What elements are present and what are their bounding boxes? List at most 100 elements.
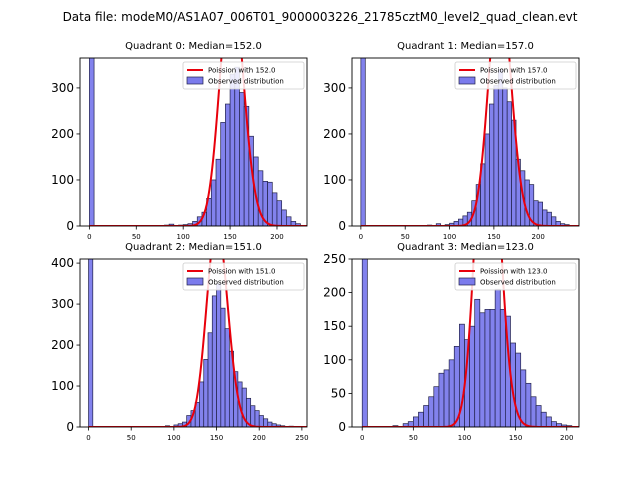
plot-area: [360, 58, 579, 226]
panel-title: Quadrant 0: Median=152.0: [125, 41, 262, 52]
legend: Poission with 152.0 Observed distribution: [182, 61, 305, 90]
histogram-bar: [258, 415, 264, 427]
histogram-bar: [263, 418, 269, 427]
legend-label-observed: Observed distribution: [208, 78, 284, 86]
legend-label-observed: Observed distribution: [208, 279, 284, 287]
histogram-bar: [506, 101, 512, 226]
x-tick-label: 100: [176, 233, 189, 241]
y-tick-label: 100: [323, 353, 346, 367]
plot-area: [88, 259, 307, 427]
histogram-bar: [484, 309, 491, 427]
histogram-bar: [250, 405, 256, 427]
y-tick-label: 0: [66, 219, 74, 233]
x-tick-label: 150: [210, 434, 223, 442]
y-tick-label: 200: [51, 338, 74, 352]
panel-title: Quadrant 2: Median=151.0: [125, 242, 262, 253]
legend: Poission with 157.0 Observed distribution: [454, 61, 577, 90]
y-tick-label: 200: [51, 127, 74, 141]
histogram-bar: [199, 381, 205, 427]
histogram-bar: [360, 58, 366, 226]
histogram-bar: [535, 405, 542, 427]
histogram-bar: [502, 87, 508, 226]
histogram-bar: [224, 328, 230, 427]
histogram-bar: [484, 133, 490, 226]
x-tick-label: 200: [253, 434, 266, 442]
histogram-bar: [267, 181, 273, 226]
y-tick-label: 400: [51, 256, 74, 270]
legend-label-poisson: Poission with 157.0: [480, 67, 548, 75]
histogram-bar: [524, 179, 530, 226]
legend-frame: [454, 61, 577, 90]
legend-label-observed: Observed distribution: [480, 78, 556, 86]
x-tick-label: 200: [270, 233, 283, 241]
y-tick-label: 300: [323, 81, 346, 95]
histogram-bar: [276, 200, 283, 226]
panel-quadrant-0: 0 100 200 300 0 50 100 150 200 Quadrant 0: Median…: [51, 41, 308, 241]
legend: Poission with 151.0 Observed distribution: [182, 262, 305, 291]
panel-quadrant-2: 0 100 200 300 400 0 50 100 150 200 250 Quadrant 2: …: [51, 242, 308, 442]
x-tick-label: 100: [458, 434, 471, 442]
x-tick-label: 0: [86, 434, 90, 442]
axes-frame: [351, 258, 580, 428]
histogram-bar: [203, 359, 209, 427]
axes-frame: [79, 258, 308, 428]
histogram-bar: [418, 411, 424, 427]
panel-quadrant-3: 0 50 100 150 200 250 0 50 100 150 200 Quadrant 3: M…: [323, 242, 580, 442]
histogram-bar: [239, 92, 245, 226]
y-tick-label: 100: [51, 379, 74, 393]
legend-label-poisson: Poission with 151.0: [208, 268, 276, 276]
histogram-bar: [493, 85, 499, 226]
legend-frame: [454, 262, 577, 291]
histogram-bar: [89, 58, 95, 226]
y-tick-label: 300: [51, 81, 74, 95]
x-tick-label: 150: [487, 233, 500, 241]
panel-quadrant-1: 0 100 200 300 0 50 100 150 200 Quadrant 1: Median…: [323, 41, 580, 241]
histogram-bar: [433, 386, 440, 427]
y-tick-label: 100: [323, 173, 346, 187]
histogram-bar: [497, 69, 504, 226]
legend-label-poisson: Poission with 123.0: [480, 268, 548, 276]
histogram-bar: [220, 307, 226, 427]
histogram-bar: [207, 332, 213, 427]
legend: Poission with 123.0 Observed distribution: [454, 262, 577, 291]
poisson-curve: [360, 58, 579, 226]
y-tick-label: 0: [338, 420, 346, 434]
histogram-bar: [537, 201, 543, 226]
x-tick-label: 50: [127, 434, 136, 442]
histogram-bar: [88, 259, 94, 427]
histogram-bar: [254, 410, 260, 427]
histogram-bar: [229, 73, 236, 226]
histogram-bar: [489, 309, 496, 427]
histogram-bar: [525, 382, 532, 427]
histogram-bar: [286, 216, 292, 226]
legend-label-poisson: Poission with 152.0: [208, 67, 276, 75]
legend-bar-swatch: [458, 76, 476, 85]
histogram-bar: [216, 283, 222, 427]
histogram-bar: [215, 158, 222, 226]
legend-bar-swatch: [186, 277, 204, 286]
panel-title: Quadrant 3: Median=123.0: [397, 242, 534, 253]
y-tick-label: 50: [331, 386, 346, 400]
x-tick-label: 100: [167, 434, 180, 442]
poisson-curve: [89, 58, 307, 226]
histogram-bar: [413, 416, 419, 427]
axes-frame: [79, 57, 308, 227]
histogram-bar: [271, 192, 278, 226]
histogram-bar: [542, 209, 548, 226]
histogram-bar: [443, 369, 450, 427]
x-tick-label: 0: [359, 233, 363, 241]
y-tick-label: 0: [66, 420, 74, 434]
x-tick-label: 100: [443, 233, 456, 241]
histogram-bar: [438, 372, 445, 427]
histogram-bar: [361, 259, 368, 427]
legend-frame: [182, 262, 305, 291]
histogram-bar: [494, 288, 501, 427]
y-tick-label: 200: [323, 127, 346, 141]
histogram-bar: [225, 103, 231, 226]
y-tick-label: 100: [51, 173, 74, 187]
histogram-bar: [448, 359, 455, 427]
x-tick-label: 250: [295, 434, 308, 442]
histogram-bar: [546, 211, 552, 226]
x-tick-label: 0: [87, 233, 91, 241]
